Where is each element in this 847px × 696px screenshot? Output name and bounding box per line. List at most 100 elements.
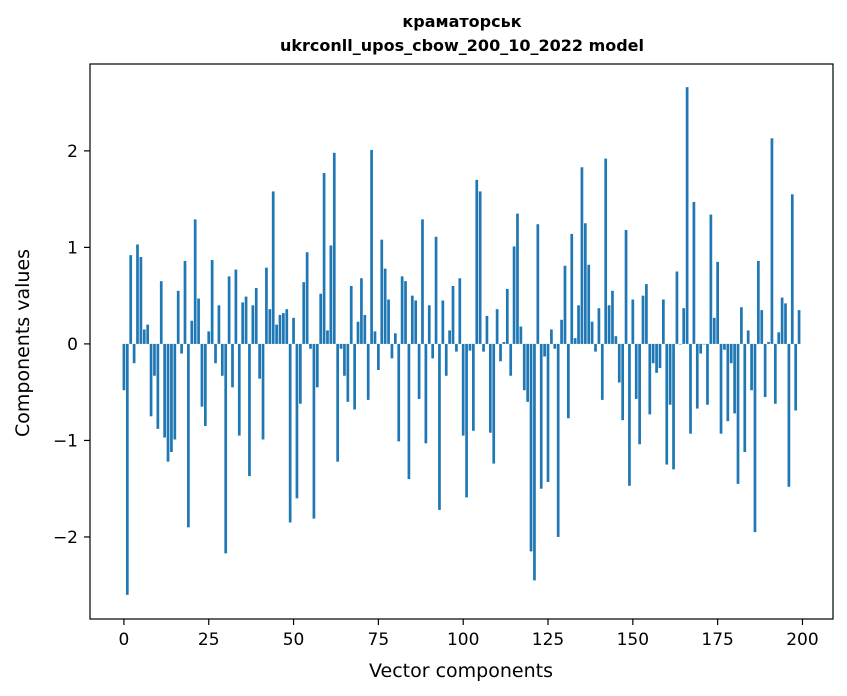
bar-95: [444, 343, 448, 376]
bar-46: [278, 314, 282, 344]
bar-132: [570, 233, 574, 344]
bar-131: [567, 343, 570, 419]
bar-37: [248, 343, 251, 477]
bar-34: [237, 343, 241, 436]
bar-181: [736, 343, 740, 484]
bar-44: [271, 191, 275, 344]
bar-35: [241, 302, 245, 344]
bar-115: [512, 246, 516, 344]
bar-141: [600, 343, 604, 400]
x-tick-label: 175: [701, 630, 733, 650]
bar-62: [332, 152, 336, 344]
y-axis-ticks: −2 −1 0 1 2: [53, 142, 90, 548]
bar-182: [740, 307, 743, 344]
bar-93: [438, 343, 441, 510]
bar-5: [139, 257, 143, 344]
bar-26: [210, 259, 214, 344]
bar-114: [509, 343, 513, 376]
bar-104: [475, 179, 479, 344]
bar-6: [142, 329, 146, 344]
bar-133: [573, 338, 577, 344]
bar-23: [200, 343, 204, 407]
bar-173: [709, 214, 713, 344]
bar-109: [492, 343, 496, 464]
bar-42: [265, 267, 268, 344]
bar-191: [770, 138, 774, 344]
bar-96: [448, 330, 451, 344]
bar-14: [170, 343, 173, 453]
bar-72: [366, 343, 370, 400]
bar-110: [495, 309, 499, 344]
bar-10: [156, 343, 160, 429]
bar-2: [129, 255, 133, 344]
bar-11: [159, 281, 163, 344]
chart-subtitle: ukrconll_upos_cbow_200_10_2022 model: [280, 36, 644, 55]
bar-36: [244, 296, 248, 344]
x-tick-label: 200: [786, 630, 818, 650]
bar-135: [580, 167, 584, 344]
bar-189: [763, 343, 767, 397]
bar-49: [288, 343, 292, 523]
bar-52: [298, 343, 302, 404]
bar-102: [468, 343, 472, 351]
bar-92: [434, 236, 438, 344]
bar-139: [594, 343, 597, 352]
bar-84: [407, 343, 411, 480]
bar-8: [149, 343, 153, 417]
bar-4: [136, 244, 139, 344]
bar-129: [560, 319, 563, 344]
bar-63: [336, 343, 340, 462]
bar-99: [458, 278, 462, 344]
bar-58: [319, 293, 323, 344]
bar-144: [611, 290, 614, 344]
bar-20: [190, 320, 194, 344]
bar-103: [472, 343, 475, 431]
bar-87: [417, 343, 421, 399]
bar-73: [370, 149, 373, 344]
bar-146: [617, 343, 621, 383]
bar-145: [614, 336, 618, 344]
bar-21: [193, 219, 197, 344]
bar-169: [695, 343, 699, 409]
bar-158: [658, 343, 662, 369]
bar-74: [373, 331, 377, 344]
bar-175: [716, 261, 719, 344]
bar-9: [153, 343, 156, 376]
bar-60: [326, 330, 329, 344]
bar-126: [550, 329, 553, 344]
bar-82: [400, 276, 404, 344]
bar-108: [488, 343, 492, 433]
bar-130: [563, 265, 567, 344]
plot-frame: [89, 63, 834, 620]
bar-134: [577, 305, 580, 344]
y-tick-label: 2: [67, 142, 78, 162]
bar-166: [685, 87, 689, 344]
bar-12: [163, 343, 166, 438]
x-tick-label: 125: [532, 630, 564, 650]
bar-16: [176, 290, 180, 344]
bar-48: [285, 309, 289, 344]
bar-117: [519, 326, 523, 344]
bar-105: [478, 191, 482, 344]
bar-90: [427, 305, 431, 344]
bar-40: [258, 343, 261, 379]
bar-54: [305, 252, 309, 344]
bar-168: [692, 202, 696, 344]
bar-76: [380, 239, 384, 344]
x-axis-label: Vector components: [369, 660, 553, 682]
bar-30: [224, 343, 228, 554]
bar-94: [441, 300, 445, 344]
bar-147: [621, 343, 625, 421]
bar-138: [590, 321, 594, 344]
bar-163: [675, 271, 679, 344]
bar-61: [329, 245, 333, 344]
x-tick-label: 0: [119, 630, 130, 650]
bar-164: [678, 343, 682, 345]
y-tick-label: 0: [67, 335, 78, 355]
bar-127: [553, 343, 557, 349]
bar-194: [780, 297, 784, 344]
bar-176: [719, 343, 723, 434]
bar-136: [583, 223, 587, 344]
bar-124: [543, 343, 546, 357]
bar-120: [529, 343, 533, 552]
